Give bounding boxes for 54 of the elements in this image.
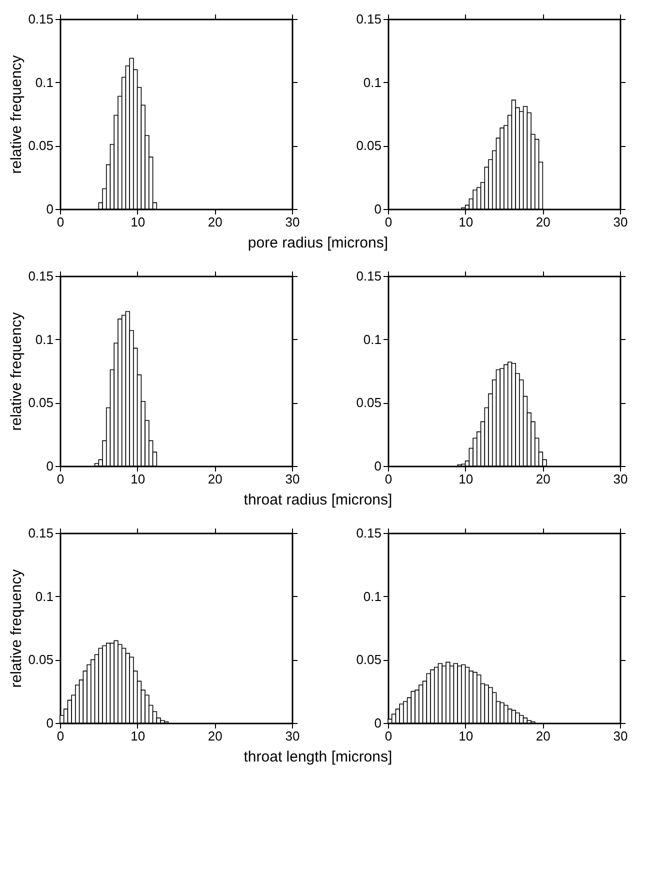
y-tick-label: 0.05 bbox=[28, 138, 54, 154]
x-tick-label: 20 bbox=[536, 214, 550, 230]
x-tick-label: 30 bbox=[613, 728, 628, 744]
y-tick-label: 0 bbox=[46, 716, 54, 730]
y-tick-label: 0.15 bbox=[356, 526, 382, 540]
x-tick-label: 30 bbox=[285, 214, 300, 230]
x-tick-label: 10 bbox=[130, 214, 146, 230]
y-tick-label: 0 bbox=[46, 458, 54, 474]
x-tick-label: 30 bbox=[285, 472, 300, 486]
y-axis-title: relative frequency bbox=[8, 568, 26, 688]
x-tick-label: 20 bbox=[208, 728, 222, 744]
x-tick-label: 10 bbox=[458, 728, 474, 744]
y-tick-label: 0 bbox=[374, 716, 382, 730]
x-tick-label: 0 bbox=[384, 472, 392, 486]
y-axis-title: relative frequency bbox=[8, 312, 26, 431]
x-tick-label: 30 bbox=[285, 728, 300, 744]
y-tick-label: 0.05 bbox=[356, 652, 382, 668]
x-tick-label: 0 bbox=[384, 214, 392, 230]
y-tick-label: 0.1 bbox=[363, 74, 382, 90]
x-tick-label: 30 bbox=[613, 472, 628, 486]
x-tick-label: 0 bbox=[56, 214, 64, 230]
x-tick-label: 20 bbox=[536, 728, 550, 744]
y-tick-label: 0.05 bbox=[28, 395, 54, 410]
y-tick-label: 0.1 bbox=[363, 588, 382, 604]
x-tick-label: 30 bbox=[613, 214, 628, 230]
y-tick-label: 0.1 bbox=[363, 332, 382, 347]
x-tick-label: 10 bbox=[458, 472, 474, 486]
y-tick-label: 0.15 bbox=[28, 12, 54, 26]
y-axis-title: relative frequency bbox=[8, 54, 26, 174]
x-tick-label: 0 bbox=[384, 728, 392, 744]
y-tick-label: 0 bbox=[46, 202, 54, 216]
x-tick-label: 0 bbox=[56, 472, 64, 486]
x-tick-label: 10 bbox=[130, 472, 146, 486]
y-tick-label: 0.05 bbox=[356, 138, 382, 154]
y-tick-label: 0 bbox=[374, 202, 382, 216]
x-tick-label: 10 bbox=[458, 214, 474, 230]
x-axis-title: throat length [microns] bbox=[244, 748, 392, 766]
y-tick-label: 0.1 bbox=[35, 74, 54, 90]
x-tick-label: 20 bbox=[208, 214, 222, 230]
y-tick-label: 0.15 bbox=[356, 268, 382, 284]
y-tick-label: 0.15 bbox=[356, 12, 382, 26]
y-tick-label: 0.15 bbox=[28, 268, 54, 284]
y-tick-label: 0.1 bbox=[35, 588, 54, 604]
x-tick-label: 20 bbox=[208, 472, 222, 486]
y-tick-label: 0.05 bbox=[28, 652, 54, 668]
y-tick-label: 0 bbox=[374, 458, 382, 474]
y-tick-label: 0.1 bbox=[35, 332, 54, 347]
x-tick-label: 0 bbox=[56, 728, 64, 744]
x-tick-label: 20 bbox=[536, 472, 550, 486]
x-axis-title: throat radius [microns] bbox=[244, 492, 392, 508]
y-tick-label: 0.05 bbox=[356, 395, 382, 410]
x-axis-title: pore radius [microns] bbox=[248, 234, 388, 252]
y-tick-label: 0.15 bbox=[28, 526, 54, 540]
x-tick-label: 10 bbox=[130, 728, 146, 744]
